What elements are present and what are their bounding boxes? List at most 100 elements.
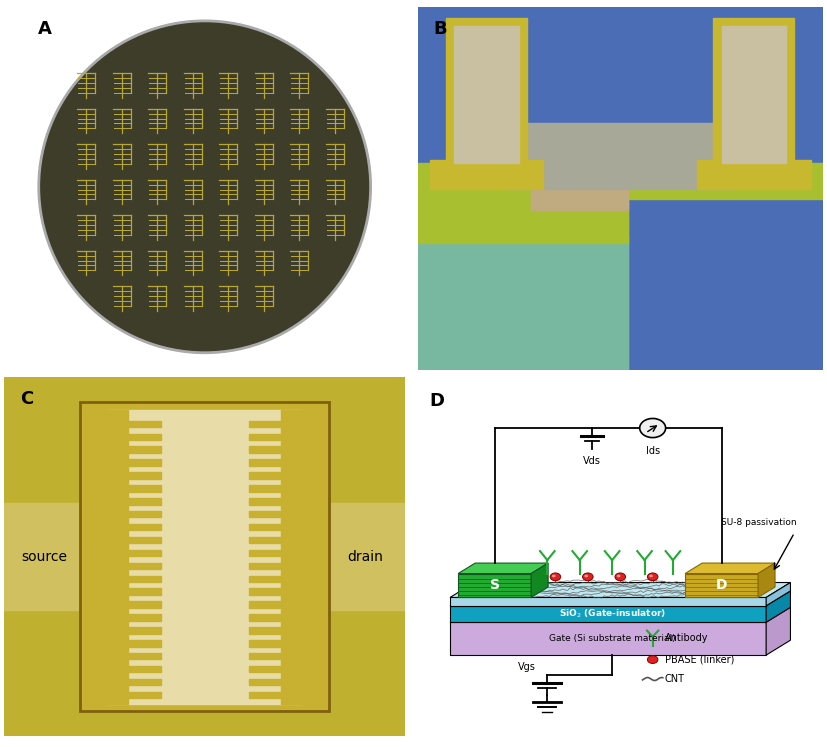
Bar [249, 485, 281, 492]
Polygon shape [758, 563, 775, 598]
Text: B: B [434, 20, 447, 38]
Polygon shape [531, 563, 548, 598]
Bar [249, 562, 281, 569]
Bar [454, 25, 519, 164]
Bar [128, 627, 160, 633]
Bar [128, 485, 160, 492]
Bar [128, 653, 160, 660]
Text: SU-8 passivation: SU-8 passivation [721, 518, 796, 527]
Bar [721, 25, 786, 164]
Circle shape [582, 573, 593, 580]
Bar [249, 433, 281, 440]
Polygon shape [450, 607, 791, 622]
Bar [249, 653, 281, 660]
Bar [249, 498, 281, 504]
Bar [418, 236, 629, 370]
Circle shape [640, 418, 666, 438]
Bar [128, 447, 160, 453]
Polygon shape [450, 583, 791, 598]
Bar [128, 550, 160, 557]
Bar [249, 421, 281, 427]
Bar [128, 433, 160, 440]
Polygon shape [766, 591, 791, 622]
Bar [108, 409, 301, 704]
Bar [249, 640, 281, 646]
Bar [80, 403, 329, 710]
Polygon shape [450, 606, 766, 622]
Bar [249, 511, 281, 518]
Polygon shape [450, 598, 766, 606]
Text: Vgs: Vgs [518, 663, 536, 672]
Bar [418, 182, 629, 370]
Circle shape [585, 574, 588, 577]
Bar [128, 459, 160, 466]
Bar [249, 550, 281, 557]
Bar [128, 679, 160, 685]
Polygon shape [458, 563, 548, 574]
Text: Vds: Vds [583, 456, 601, 466]
Text: S: S [490, 578, 500, 592]
Polygon shape [458, 574, 531, 598]
Bar [507, 123, 734, 189]
Bar [249, 614, 281, 621]
Polygon shape [685, 574, 758, 598]
Circle shape [39, 21, 370, 353]
Bar [128, 421, 160, 427]
Text: Ids: Ids [646, 446, 660, 456]
Bar [128, 589, 160, 595]
Text: SiO$_2$ (Gate-insulator): SiO$_2$ (Gate-insulator) [558, 607, 666, 619]
Bar [128, 666, 160, 672]
Bar [249, 627, 281, 633]
Polygon shape [766, 583, 791, 606]
Polygon shape [685, 563, 775, 574]
Bar [430, 160, 543, 189]
Bar [249, 666, 281, 672]
Text: drain: drain [347, 550, 383, 563]
Bar [249, 472, 281, 479]
Circle shape [649, 574, 653, 577]
Bar [249, 447, 281, 453]
Bar [697, 160, 810, 189]
Circle shape [615, 573, 625, 580]
Circle shape [648, 573, 658, 580]
Text: CNT: CNT [665, 674, 685, 684]
Bar [249, 537, 281, 543]
Bar [249, 692, 281, 698]
Circle shape [617, 574, 620, 577]
Text: D: D [716, 578, 727, 592]
Bar [80, 409, 128, 704]
Bar [128, 537, 160, 543]
Bar [128, 575, 160, 582]
Bar [128, 472, 160, 479]
Text: PBASE (linker): PBASE (linker) [665, 654, 734, 665]
Bar [714, 19, 795, 170]
Text: C: C [20, 390, 33, 408]
Bar [249, 679, 281, 685]
Bar [531, 174, 629, 211]
Text: Antibody: Antibody [665, 633, 708, 643]
Bar [128, 498, 160, 504]
Bar [249, 524, 281, 530]
Bar [128, 692, 160, 698]
Bar [4, 503, 405, 610]
Bar [128, 614, 160, 621]
Bar [418, 192, 629, 243]
Circle shape [552, 574, 556, 577]
Bar [249, 601, 281, 608]
Bar [128, 601, 160, 608]
Bar [281, 409, 329, 704]
Polygon shape [450, 591, 791, 606]
Bar [128, 524, 160, 530]
Polygon shape [450, 622, 766, 655]
Bar [418, 164, 823, 199]
Text: source: source [22, 550, 67, 563]
Bar [249, 575, 281, 582]
Bar [446, 19, 527, 170]
Text: A: A [38, 20, 52, 38]
Bar [249, 589, 281, 595]
Circle shape [550, 573, 561, 580]
Bar [128, 511, 160, 518]
Bar [80, 403, 329, 710]
Text: D: D [430, 392, 445, 410]
Bar [128, 562, 160, 569]
